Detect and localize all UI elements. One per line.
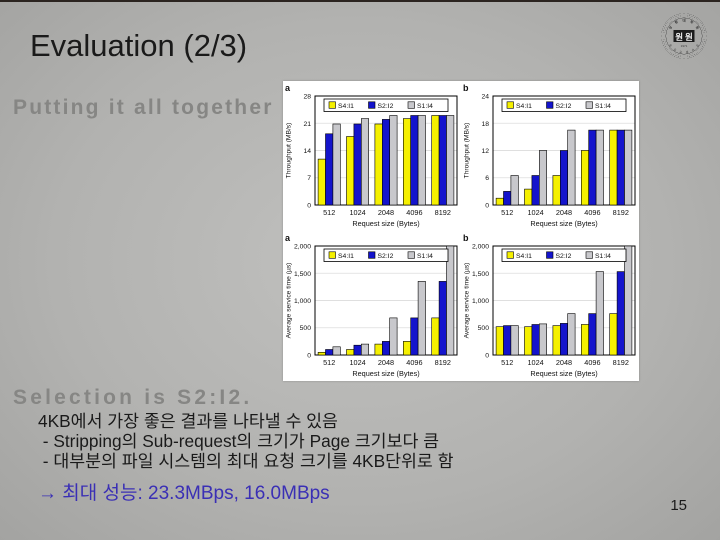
svg-text:1971: 1971: [681, 44, 688, 48]
svg-text:24: 24: [481, 94, 489, 101]
svg-text:6: 6: [485, 175, 489, 182]
svg-text:출: 출: [685, 50, 689, 54]
svg-text:학: 학: [689, 19, 695, 25]
svg-text:14: 14: [303, 148, 311, 155]
svg-text:S1:I4: S1:I4: [595, 253, 611, 260]
svg-text:4096: 4096: [406, 208, 422, 217]
svg-text:Average service time (µs): Average service time (µs): [464, 263, 471, 339]
svg-text:1,500: 1,500: [294, 271, 311, 278]
svg-text:S1:I4: S1:I4: [595, 103, 611, 110]
svg-text:S2:I2: S2:I2: [378, 103, 394, 110]
svg-text:S2:I2: S2:I2: [556, 103, 572, 110]
svg-text:Request size (Bytes): Request size (Bytes): [530, 219, 597, 228]
svg-text:S4:I1: S4:I1: [516, 103, 532, 110]
svg-text:28: 28: [303, 94, 311, 101]
svg-text:512: 512: [501, 358, 513, 367]
svg-text:1,000: 1,000: [294, 298, 311, 305]
svg-text:18: 18: [481, 121, 489, 128]
svg-text:500: 500: [300, 325, 312, 332]
svg-text:8192: 8192: [613, 358, 629, 367]
svg-text:Throughput (MB/s): Throughput (MB/s): [464, 123, 471, 179]
svg-text:8192: 8192: [435, 358, 451, 367]
svg-text:1024: 1024: [349, 358, 365, 367]
svg-text:1,000: 1,000: [472, 298, 489, 305]
svg-text:2048: 2048: [378, 208, 394, 217]
svg-text:상: 상: [667, 24, 673, 30]
svg-text:12: 12: [481, 148, 489, 155]
svg-text:원: 원: [685, 32, 693, 42]
svg-text:S1:I4: S1:I4: [417, 253, 433, 260]
svg-text:S2:I2: S2:I2: [378, 253, 394, 260]
svg-text:정: 정: [695, 43, 700, 48]
svg-text:512: 512: [323, 208, 335, 217]
svg-text:Request size (Bytes): Request size (Bytes): [352, 369, 419, 378]
svg-text:원: 원: [668, 43, 673, 48]
svg-text:0: 0: [485, 353, 489, 360]
svg-text:연: 연: [673, 47, 678, 52]
svg-text:2048: 2048: [556, 208, 572, 217]
svg-text:원: 원: [675, 32, 683, 42]
svg-text:0: 0: [485, 203, 489, 210]
svg-text:부: 부: [690, 47, 695, 52]
svg-text:S4:I1: S4:I1: [338, 253, 354, 260]
svg-text:0: 0: [307, 203, 311, 210]
svg-text:4096: 4096: [584, 208, 600, 217]
svg-text:S4:I1: S4:I1: [338, 103, 354, 110]
svg-text:4096: 4096: [406, 358, 422, 367]
svg-text:황: 황: [674, 18, 680, 24]
svg-text:b: b: [463, 83, 469, 93]
svg-text:2048: 2048: [556, 358, 572, 367]
svg-text:7: 7: [307, 175, 311, 182]
svg-text:21: 21: [303, 121, 311, 128]
svg-text:1,500: 1,500: [472, 271, 489, 278]
svg-text:2,000: 2,000: [472, 244, 489, 251]
svg-text:2048: 2048: [378, 358, 394, 367]
svg-text:대: 대: [682, 17, 685, 22]
svg-text:8192: 8192: [613, 208, 629, 217]
svg-text:S2:I2: S2:I2: [556, 253, 572, 260]
svg-text:8192: 8192: [435, 208, 451, 217]
svg-text:S4:I1: S4:I1: [516, 253, 532, 260]
svg-text:Request size (Bytes): Request size (Bytes): [530, 369, 597, 378]
svg-text:b: b: [463, 233, 469, 243]
svg-text:S1:I4: S1:I4: [417, 103, 433, 110]
svg-text:512: 512: [501, 208, 513, 217]
svg-text:Request size (Bytes): Request size (Bytes): [352, 219, 419, 228]
svg-text:1024: 1024: [527, 208, 543, 217]
svg-text:연: 연: [679, 50, 683, 54]
svg-text:원: 원: [695, 25, 701, 30]
svg-text:Throughput (MB/s): Throughput (MB/s): [286, 123, 293, 179]
svg-text:0: 0: [307, 353, 311, 360]
svg-text:1024: 1024: [349, 208, 365, 217]
svg-text:2,000: 2,000: [294, 244, 311, 251]
svg-text:500: 500: [478, 325, 490, 332]
svg-text:1024: 1024: [527, 358, 543, 367]
svg-text:4096: 4096: [584, 358, 600, 367]
svg-text:512: 512: [323, 358, 335, 367]
svg-text:Average service time (µs): Average service time (µs): [286, 263, 293, 339]
